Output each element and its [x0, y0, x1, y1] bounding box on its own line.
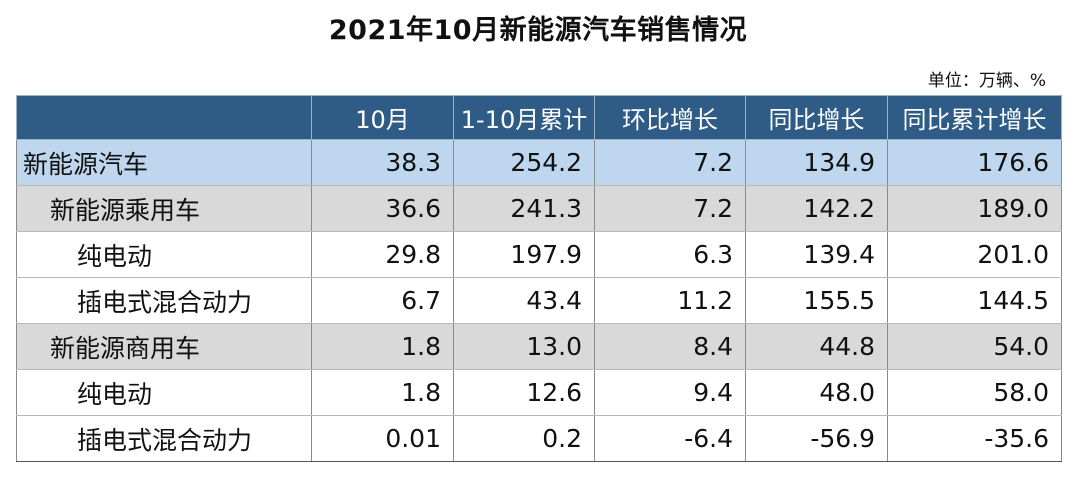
table-cell: 0.01 — [311, 415, 454, 462]
header-cell-ytd-yoy-growth: 同比累计增长 — [887, 95, 1062, 140]
table-cell: 0.2 — [453, 415, 595, 462]
table-cell: 176.6 — [887, 139, 1062, 186]
table-cell: 189.0 — [887, 185, 1062, 232]
row-label: 新能源乘用车 — [16, 185, 312, 232]
row-label: 插电式混合动力 — [16, 277, 312, 324]
table-cell: 43.4 — [453, 277, 595, 324]
header-cell-yoy-growth: 同比增长 — [745, 95, 888, 140]
header-cell-mom-growth: 环比增长 — [594, 95, 746, 140]
table-cell: 13.0 — [453, 323, 595, 370]
header-cell-ytd: 1-10月累计 — [453, 95, 595, 140]
table-cell: 36.6 — [311, 185, 454, 232]
table-cell: 197.9 — [453, 231, 595, 278]
table-row: 新能源商用车 1.8 13.0 8.4 44.8 54.0 — [16, 323, 1062, 370]
table-cell: -35.6 — [887, 415, 1062, 462]
table-row: 新能源汽车 38.3 254.2 7.2 134.9 176.6 — [16, 139, 1062, 186]
table-cell: 6.7 — [311, 277, 454, 324]
table-cell: 241.3 — [453, 185, 595, 232]
table-cell: 144.5 — [887, 277, 1062, 324]
table-cell: 7.2 — [594, 185, 746, 232]
sales-table: 10月 1-10月累计 环比增长 同比增长 同比累计增长 新能源汽车 38.3 25… — [16, 95, 1062, 462]
table-cell: 1.8 — [311, 369, 454, 416]
table-cell: 254.2 — [453, 139, 595, 186]
header-cell-month: 10月 — [311, 95, 454, 140]
table-cell: 134.9 — [745, 139, 888, 186]
table-cell: 6.3 — [594, 231, 746, 278]
table-cell: 1.8 — [311, 323, 454, 370]
table-row: 新能源乘用车 36.6 241.3 7.2 142.2 189.0 — [16, 185, 1062, 232]
table-cell: 7.2 — [594, 139, 746, 186]
table-cell: 29.8 — [311, 231, 454, 278]
table-cell: 8.4 — [594, 323, 746, 370]
table-cell: -56.9 — [745, 415, 888, 462]
row-label: 新能源商用车 — [16, 323, 312, 370]
row-label: 纯电动 — [16, 369, 312, 416]
row-label: 插电式混合动力 — [16, 415, 312, 462]
table-row: 纯电动 1.8 12.6 9.4 48.0 58.0 — [16, 369, 1062, 416]
table-body: 新能源汽车 38.3 254.2 7.2 134.9 176.6 新能源乘用车 36.6 241… — [16, 139, 1062, 462]
table-cell: 139.4 — [745, 231, 888, 278]
table-cell: 9.4 — [594, 369, 746, 416]
table-row: 插电式混合动力 6.7 43.4 11.2 155.5 144.5 — [16, 277, 1062, 324]
table-row: 插电式混合动力 0.01 0.2 -6.4 -56.9 -35.6 — [16, 415, 1062, 462]
table-cell: 38.3 — [311, 139, 454, 186]
table-cell: 44.8 — [745, 323, 888, 370]
row-label: 纯电动 — [16, 231, 312, 278]
table-cell: 54.0 — [887, 323, 1062, 370]
table-cell: -6.4 — [594, 415, 746, 462]
unit-label: 单位：万辆、% — [927, 71, 1046, 91]
chart-title: 2021年10月新能源汽车销售情况 — [328, 15, 748, 46]
table-row: 纯电动 29.8 197.9 6.3 139.4 201.0 — [16, 231, 1062, 278]
table-cell: 142.2 — [745, 185, 888, 232]
table-cell: 155.5 — [745, 277, 888, 324]
table-cell: 11.2 — [594, 277, 746, 324]
row-label: 新能源汽车 — [16, 139, 312, 186]
header-cell-category — [16, 95, 312, 140]
table-header-row: 10月 1-10月累计 环比增长 同比增长 同比累计增长 — [16, 95, 1062, 140]
table-cell: 48.0 — [745, 369, 888, 416]
table-cell: 58.0 — [887, 369, 1062, 416]
table-cell: 201.0 — [887, 231, 1062, 278]
table-cell: 12.6 — [453, 369, 595, 416]
